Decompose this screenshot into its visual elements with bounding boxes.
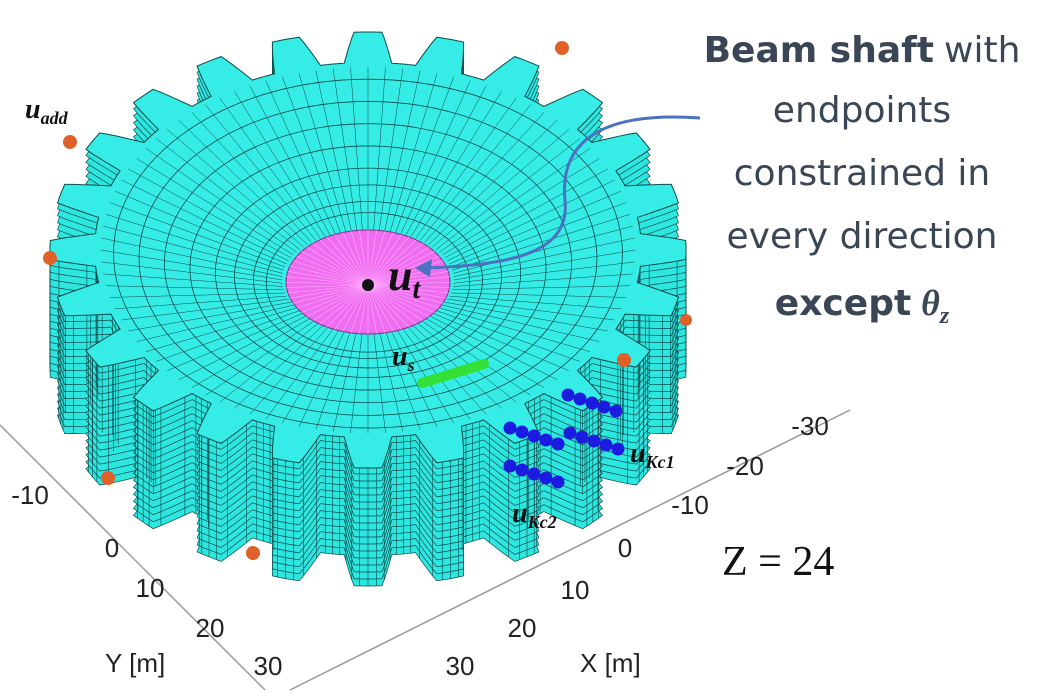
subscript: z [939,303,950,329]
contact-node [552,438,565,451]
contact-node [574,393,587,406]
symbol: u [512,498,528,529]
node-marker [680,314,692,326]
contact-node [552,476,565,489]
contact-node [576,431,589,444]
diagram: Y [m] X [m] -10 0 10 20 30 -30 -20 -10 0 10 20 30 u… [0,0,1059,693]
x-tick-label: -30 [791,411,829,441]
x-tick-label: 10 [561,575,590,605]
annotation-line: constrained in [734,153,990,194]
label-u-kc1: uKc1 [630,438,675,472]
y-tick-label: 20 [196,613,225,643]
y-tick-label: 0 [105,533,119,563]
subscript: Kc1 [645,452,675,472]
contact-node [610,405,623,418]
y-tick-label: 10 [136,573,165,603]
x-tick-label: -10 [671,490,709,520]
symbol: u [388,251,412,300]
node-marker [101,471,115,485]
y-tick-label: 30 [254,651,283,681]
symbol: u [392,341,408,372]
annotation-bold: Beam shaft [704,30,934,71]
contact-node [588,435,601,448]
annotation-bold: except [775,283,911,324]
contact-node [504,460,517,473]
subscript: s [407,355,415,375]
symbol: u [25,94,41,125]
shaft-node [362,279,374,291]
contact-node [528,430,541,443]
contact-node [516,426,529,439]
contact-node [528,468,541,481]
subscript: add [41,108,69,128]
label-u-add: uadd [25,94,69,128]
contact-node [540,434,553,447]
contact-node [564,427,577,440]
x-tick-label: 0 [618,533,632,563]
teeth-count: Z = 24 [722,539,834,585]
contact-node [586,397,599,410]
node-marker [63,135,77,149]
annotation-text: with [944,30,1020,71]
node-marker [43,251,57,265]
contact-node [516,464,529,477]
node-marker [246,546,260,560]
symbol: u [630,438,646,469]
x-axis-label: X [m] [580,648,641,678]
contact-node [562,389,575,402]
symbol: θ [921,283,940,323]
x-tick-label: 30 [446,651,475,681]
contact-node [600,439,613,452]
node-marker [617,353,631,367]
subscript: t [412,274,421,305]
contact-node [598,401,611,414]
y-tick-label: -10 [11,480,49,510]
subscript: Kc2 [527,512,557,532]
contact-node [504,422,517,435]
gear-mesh [50,32,686,586]
x-tick-label: -20 [726,451,764,481]
contact-node [612,443,625,456]
contact-node [540,472,553,485]
node-marker [555,41,569,55]
annotation-line: every direction [727,216,998,257]
x-tick-label: 20 [508,613,537,643]
annotation-line: endpoints [773,90,951,131]
y-axis-label: Y [m] [105,648,165,678]
